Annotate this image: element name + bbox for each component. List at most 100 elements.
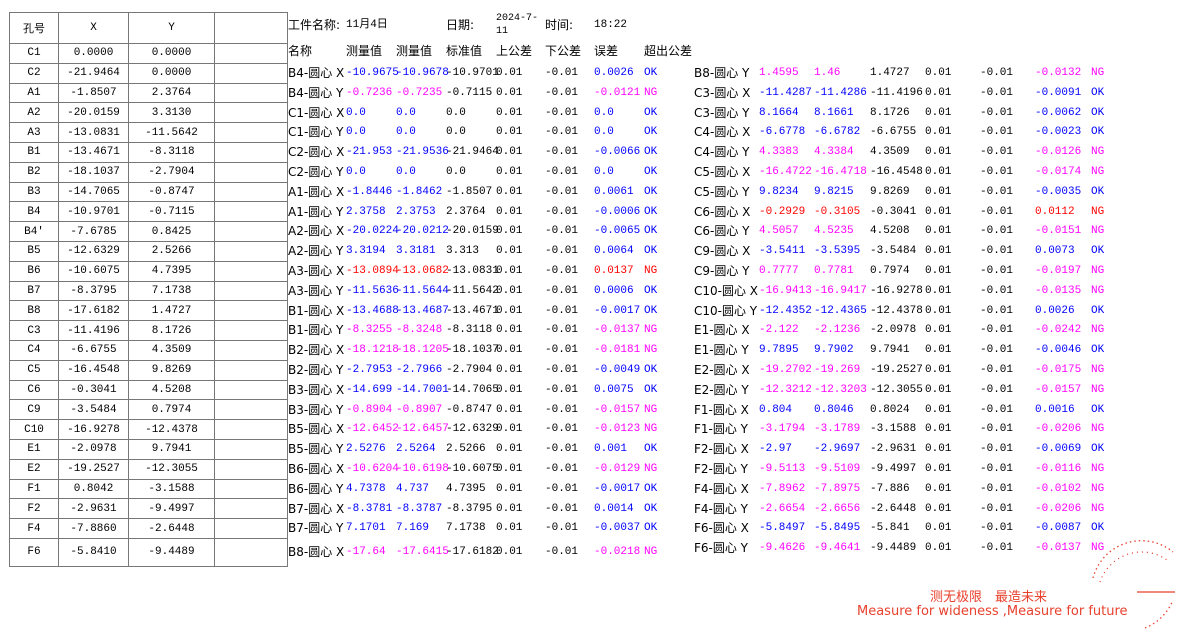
status: OK [1091,185,1105,198]
status: NG [644,423,658,436]
table-cell: -12.4378 [128,419,215,440]
cell-value: -12.4378 [870,304,923,317]
table-cell: 0.8042 [58,478,129,500]
cell-value: -0.8907 [396,403,443,416]
cell-value: 0.0061 [594,185,634,198]
status: NG [1091,482,1105,495]
feature-name: E1-圆心 Y [694,343,749,358]
cell-value: -0.0151 [1035,225,1082,238]
table-cell: B5 [9,240,59,262]
header-cell: Y [128,12,215,44]
cell-value: 1.46 [814,67,841,79]
table-cell: -18.1037 [58,161,129,183]
cell-value: -1.8462 [396,185,443,198]
cell-value: -6.6782 [814,126,861,139]
cell-value: -0.0065 [594,225,641,238]
column-header: 标准值 [446,44,483,58]
table-cell: A2 [9,102,59,124]
status: NG [1091,463,1105,475]
cell-value: 0.01 [496,86,523,99]
cell-value: -0.0126 [1035,146,1082,159]
cell-value: 0.01 [496,67,523,79]
cell-value: -9.4997 [870,463,917,475]
cell-value: -0.01 [545,185,579,198]
cell-value: -5.841 [870,522,910,535]
cell-value: 9.8269 [870,185,910,198]
status: NG [644,265,658,277]
cell-value: -0.01 [980,403,1014,416]
cell-value: 4.7378 [346,482,386,495]
cell-value: -0.0006 [594,205,641,218]
logo [1092,540,1175,629]
cell-value: 0.0 [396,166,416,178]
cell-value: -0.01 [545,344,579,357]
feature-name: F2-圆心 X [694,442,749,457]
cell-value: -13.4671 [446,304,499,317]
empty-cell [214,419,288,440]
status: NG [1091,423,1105,436]
table-cell: 0.8425 [128,221,215,242]
cell-value: -19.269 [814,364,861,376]
feature-name: A1-圆心 Y [288,204,344,219]
empty-cell [214,260,288,282]
table-cell: E1 [9,438,59,460]
table-cell: -2.9631 [58,498,129,520]
cell-value: -0.0175 [1035,364,1082,376]
cell-value: -3.5484 [870,245,917,258]
cell-value: -8.3787 [396,502,443,515]
cell-value: -2.6654 [759,502,806,515]
status: OK [644,146,658,159]
status: NG [1091,324,1105,337]
table-cell: 3.3130 [128,102,215,124]
status: OK [1091,522,1105,535]
empty-cell [214,102,288,124]
cell-value: 0.0 [594,106,614,119]
cell-value: -0.01 [980,423,1014,436]
feature-name: B3-圆心 Y [288,402,344,417]
empty-cell [214,438,288,460]
cell-value: 0.01 [496,546,523,559]
cell-value: 0.01 [496,106,523,119]
empty-cell [214,379,288,401]
table-cell: -5.8410 [58,537,129,567]
hole-table: 孔号 X Y C1 0.0000 0.0000 C2 -21.9464 0.0000 A1-… [9,12,288,567]
cell-value: -0.0049 [594,364,641,376]
cell-value: -0.01 [980,542,1014,555]
cell-value: 9.8234 [759,185,799,198]
cell-value: -0.0062 [1035,106,1082,119]
column-header: 下公差 [545,44,582,58]
cell-value: -13.0831 [446,265,499,277]
cell-value: 0.01 [925,502,952,515]
status: NG [644,324,658,337]
cell-value: -0.0037 [594,522,641,535]
cell-value: -3.1794 [759,423,806,436]
cell-value: 3.3181 [396,245,436,258]
cell-value: -0.0181 [594,344,641,357]
cell-value: 2.3764 [446,205,486,218]
cell-value: 9.8215 [814,185,854,198]
table-cell: -19.2527 [58,458,129,480]
cell-value: 0.01 [925,185,952,198]
status: OK [644,67,658,79]
cell-value: 0.01 [925,463,952,475]
feature-name: C5-圆心 Y [694,184,750,199]
cell-value: 2.5264 [396,443,436,456]
table-cell: -7.8860 [58,518,129,539]
status: NG [1091,67,1105,79]
cell-value: -0.3105 [814,205,861,218]
feature-name: B8-圆心 X [288,545,345,560]
empty-cell [214,320,288,341]
cell-value: -2.9631 [870,443,917,456]
cell-value: 0.01 [925,166,952,178]
table-cell: C4 [9,339,59,361]
cell-value: -0.0206 [1035,423,1082,436]
table-row: B5 -12.6329 2.5266 [9,240,288,262]
cell-value: -0.01 [980,463,1014,475]
cell-value: 8.1664 [759,106,799,119]
table-cell: -10.9701 [58,201,129,223]
cell-value: -2.1236 [814,324,861,337]
cell-value: -0.0091 [1035,86,1082,99]
empty-cell [214,537,288,567]
table-cell: C3 [9,320,59,341]
cell-value: 0.01 [925,205,952,218]
